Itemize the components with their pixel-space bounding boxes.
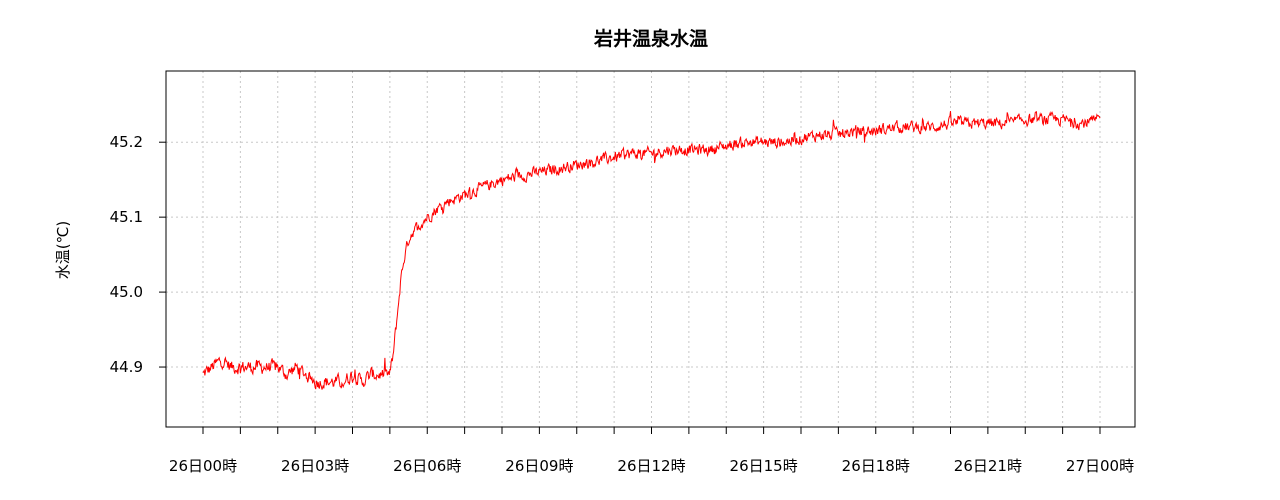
x-tick-label: 27日00時 bbox=[1066, 457, 1134, 475]
y-axis: 44.9 45.0 45.1 45.2 bbox=[110, 133, 166, 376]
x-tick-label: 26日15時 bbox=[730, 457, 798, 475]
x-tick-label: 26日18時 bbox=[842, 457, 910, 475]
y-tick-label: 44.9 bbox=[110, 358, 143, 376]
y-tick-label: 45.2 bbox=[110, 133, 143, 151]
series-line bbox=[202, 111, 1101, 390]
x-tick-label: 26日03時 bbox=[281, 457, 349, 475]
series-layer bbox=[202, 111, 1101, 390]
y-tick-label: 45.0 bbox=[110, 283, 143, 301]
grid-lines bbox=[166, 71, 1135, 427]
x-axis: 26日00時 26日03時 26日06時 26日09時 26日12時 26日15時 26日1… bbox=[169, 427, 1134, 475]
x-tick-label: 26日12時 bbox=[617, 457, 685, 475]
x-tick-label: 26日00時 bbox=[169, 457, 237, 475]
x-tick-label: 26日21時 bbox=[954, 457, 1022, 475]
x-tick-label: 26日09時 bbox=[505, 457, 573, 475]
plot-frame bbox=[165, 70, 1136, 428]
chart-title: 岩井温泉水温 bbox=[593, 27, 708, 50]
y-tick-label: 45.1 bbox=[110, 208, 143, 226]
x-tick-label: 26日06時 bbox=[393, 457, 461, 475]
y-axis-label: 水温(℃) bbox=[54, 221, 72, 280]
